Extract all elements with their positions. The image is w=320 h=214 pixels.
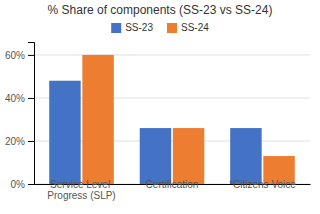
y-tick-mark	[28, 55, 34, 56]
bar	[82, 55, 113, 184]
y-tick-mark	[28, 141, 34, 142]
legend-label: SS-24	[181, 22, 209, 33]
y-tick: 40%	[5, 93, 34, 104]
y-axis: 0% 20% 40% 60%	[5, 43, 35, 190]
chart: % Share of components (SS-23 vs SS-24) SS…	[0, 0, 320, 214]
legend-swatch	[111, 23, 121, 33]
bars	[49, 55, 295, 184]
legend-item: SS-24	[167, 22, 209, 33]
y-tick-mark	[28, 98, 34, 99]
x-tick-label-line: Certification	[146, 179, 199, 190]
x-tick-label: Certification	[146, 179, 199, 190]
bar	[140, 128, 171, 184]
y-tick-label: 60%	[5, 50, 25, 61]
legend-item: SS-23	[111, 22, 153, 33]
x-tick: *Citizens Voice	[229, 179, 296, 190]
y-axis-line	[28, 43, 35, 185]
x-tick-label-line: Progress (SLP)	[47, 190, 115, 201]
bar	[49, 81, 80, 184]
grid-line	[34, 54, 310, 55]
x-tick-label-line: Service Level	[50, 179, 113, 190]
y-tick: 60%	[5, 50, 34, 61]
x-tick-label: Service Level Progress (SLP)	[47, 179, 115, 201]
x-tick: Certification	[146, 179, 199, 190]
bar	[230, 128, 261, 184]
y-tick-label: 40%	[5, 93, 25, 104]
legend-label: SS-23	[125, 22, 153, 33]
x-tick-label: *Citizens Voice	[229, 179, 296, 190]
title: % Share of components (SS-23 vs SS-24)	[48, 3, 273, 17]
x-tick-label-line: *Citizens Voice	[229, 179, 296, 190]
x-axis: Service Level Progress (SLP) Certificatio…	[35, 179, 311, 201]
legend-swatch	[167, 23, 177, 33]
y-tick-mark	[28, 184, 34, 185]
y-tick-label: 20%	[5, 136, 25, 147]
y-tick-label: 0%	[11, 179, 26, 190]
y-tick: 20%	[5, 136, 34, 147]
bar	[173, 128, 204, 184]
x-tick: Service Level Progress (SLP)	[47, 179, 115, 201]
legend: SS-23 SS-24	[111, 22, 209, 33]
grid	[34, 55, 310, 184]
y-tick: 0%	[11, 179, 34, 190]
